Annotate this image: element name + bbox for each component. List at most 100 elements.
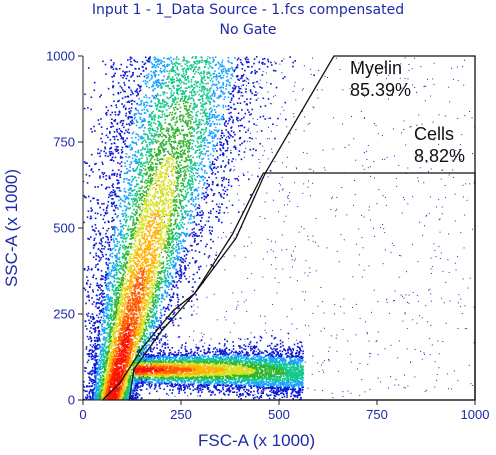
event-dot	[214, 84, 217, 86]
event-dot	[121, 392, 124, 395]
event-dot	[222, 113, 224, 115]
event-dot	[111, 359, 114, 362]
event-dot	[224, 166, 226, 168]
event-dot	[171, 78, 174, 81]
event-dot	[152, 141, 155, 144]
event-dot	[147, 200, 149, 203]
event-dot	[134, 194, 136, 197]
event-dot	[128, 341, 131, 344]
event-dot	[159, 159, 161, 161]
event-dot	[161, 135, 163, 138]
event-dot	[142, 272, 145, 274]
event-dot	[349, 88, 351, 90]
event-dot	[127, 347, 130, 349]
event-dot	[196, 128, 198, 130]
event-dot	[464, 59, 466, 61]
event-dot	[119, 202, 122, 205]
event-dot	[153, 217, 156, 220]
event-dot	[104, 142, 107, 144]
event-dot	[257, 175, 259, 178]
event-dot	[135, 198, 138, 200]
event-dot	[130, 374, 133, 377]
event-dot	[136, 252, 138, 254]
event-dot	[222, 92, 225, 95]
event-dot	[211, 230, 213, 232]
event-dot	[132, 366, 135, 369]
event-dot	[177, 242, 180, 245]
event-dot	[76, 229, 78, 231]
event-dot	[95, 372, 97, 374]
event-dot	[206, 88, 209, 90]
event-dot	[307, 387, 309, 389]
event-dot	[340, 234, 342, 236]
event-dot	[270, 249, 272, 251]
event-dot	[181, 149, 184, 151]
event-dot	[141, 267, 143, 269]
event-dot	[111, 265, 114, 267]
event-dot	[191, 194, 193, 196]
event-dot	[182, 70, 185, 73]
event-dot	[187, 155, 189, 158]
event-dot	[430, 272, 432, 274]
event-dot	[377, 301, 379, 303]
event-dot	[127, 194, 130, 196]
event-dot	[281, 72, 283, 74]
event-dot	[132, 383, 135, 385]
event-dot	[171, 102, 174, 105]
event-dot	[198, 164, 200, 167]
event-dot	[210, 338, 212, 340]
event-dot	[190, 126, 192, 129]
event-dot	[130, 259, 133, 262]
event-dot	[251, 242, 253, 244]
event-dot	[115, 104, 117, 106]
event-dot	[84, 367, 86, 369]
event-dot	[166, 92, 168, 94]
event-dot	[168, 87, 171, 90]
event-dot	[343, 239, 345, 241]
event-dot	[278, 190, 280, 192]
event-dot	[434, 386, 436, 388]
event-dot	[112, 191, 114, 194]
event-dot	[131, 212, 134, 214]
event-dot	[212, 76, 215, 78]
event-dot	[249, 102, 252, 104]
event-dot	[136, 273, 139, 276]
event-dot	[119, 320, 121, 323]
event-dot	[194, 62, 196, 65]
event-dot	[179, 78, 181, 80]
event-dot	[161, 144, 163, 146]
event-dot	[317, 305, 319, 307]
event-dot	[183, 153, 186, 155]
event-dot	[137, 268, 140, 271]
event-dot	[155, 342, 157, 344]
event-dot	[187, 151, 189, 153]
event-dot	[182, 100, 185, 102]
event-dot	[291, 259, 293, 261]
event-dot	[138, 255, 141, 258]
event-dot	[180, 205, 183, 208]
event-dot	[108, 300, 110, 303]
event-dot	[123, 278, 125, 281]
event-dot	[156, 280, 159, 282]
event-dot	[254, 394, 256, 396]
event-dot	[79, 364, 81, 366]
event-dot	[200, 118, 203, 121]
event-dot	[144, 120, 146, 122]
event-dot	[380, 381, 382, 383]
event-dot	[138, 104, 140, 106]
event-dot	[355, 159, 357, 161]
event-dot	[223, 75, 225, 77]
event-dot	[160, 67, 162, 70]
event-dot	[165, 256, 168, 259]
event-dot	[124, 259, 127, 261]
event-dot	[105, 376, 108, 379]
event-dot	[128, 259, 130, 261]
event-dot	[369, 388, 371, 390]
event-dot	[124, 334, 126, 337]
event-dot	[92, 344, 95, 346]
event-dot	[129, 358, 132, 360]
event-dot	[159, 84, 162, 87]
event-dot	[410, 126, 412, 128]
event-dot	[96, 307, 99, 309]
event-dot	[133, 251, 136, 254]
